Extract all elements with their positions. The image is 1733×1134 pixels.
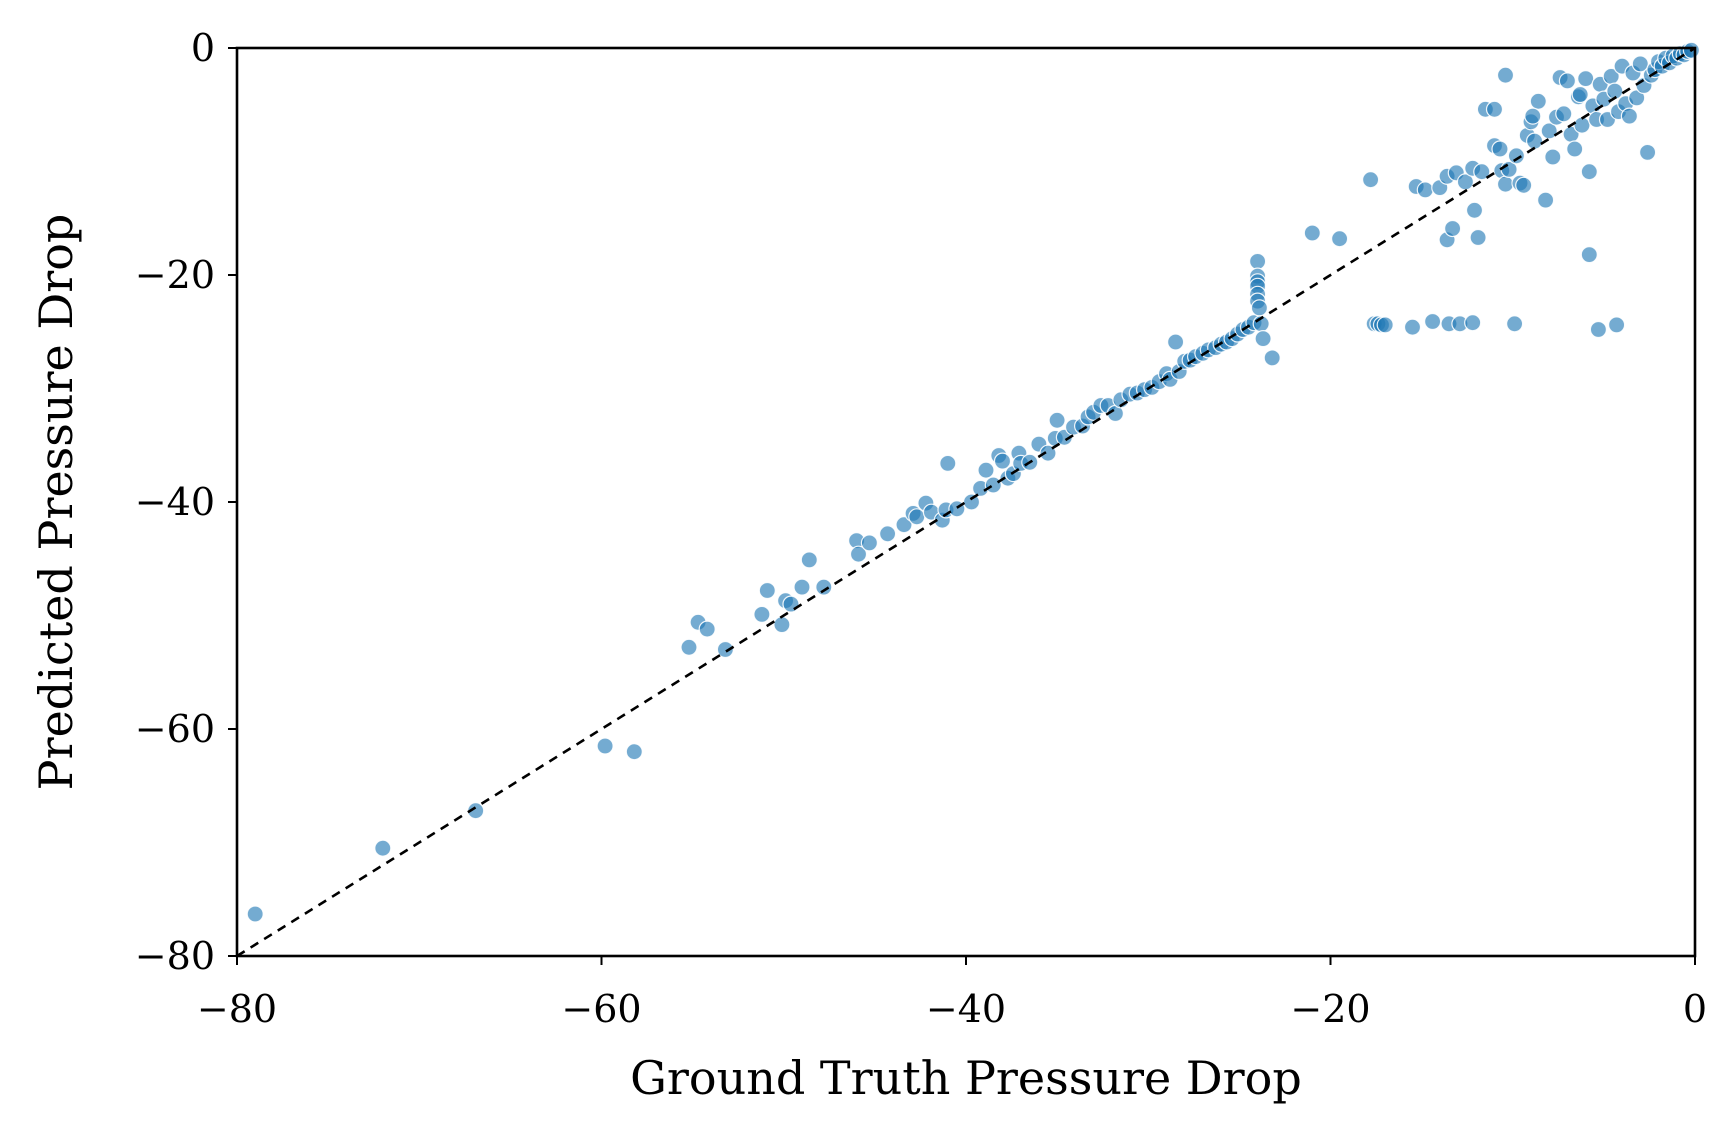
data-point [1485,100,1504,118]
data-point [374,839,392,857]
data-point [908,508,926,526]
data-point [1505,315,1524,333]
data-point [1330,230,1349,248]
data-point [1620,107,1639,125]
data-point [1544,148,1562,166]
data-point [1423,312,1442,331]
data-point [1515,176,1533,194]
data-point [1473,163,1491,181]
data-point [1580,163,1598,181]
data-point [1571,85,1589,104]
data-point [1263,349,1281,367]
data-point [1250,299,1269,317]
x-tick-label: −40 [926,987,1006,1031]
data-point [625,743,643,761]
x-tick-label: −60 [561,987,641,1031]
data-point [1166,333,1185,351]
data-point [895,516,913,534]
data-point [782,595,800,613]
data-point [1555,105,1573,123]
y-tick-label: −80 [135,934,215,978]
data-point [1507,147,1526,165]
y-axis: −80 −60 −40 −20 0 Predicted Pressure Dro… [29,26,237,978]
y-tick-label: −40 [135,480,215,524]
data-point [1558,72,1577,90]
data-point [1540,122,1558,140]
data-point [860,534,879,552]
data-point [1465,201,1484,219]
data-point [993,452,1012,470]
reference-line-y-equals-x [236,46,1696,958]
data-point [1443,219,1462,238]
data-point [1039,444,1057,462]
data-point [1529,92,1547,110]
data-point [962,493,981,511]
y-tick-label: 0 [191,26,215,70]
data-point [977,461,995,479]
data-point [1416,181,1434,199]
data-point [1631,55,1649,73]
data-point [1464,314,1482,332]
x-tick-label: −80 [197,987,277,1031]
y-tick-label: −60 [135,707,215,751]
data-point [698,620,716,638]
data-point [1524,107,1542,125]
data-point [1491,140,1509,158]
data-point [849,545,868,563]
data-point [1566,140,1584,158]
data-point [680,638,698,656]
data-point [1376,316,1394,334]
x-axis-label: Ground Truth Pressure Drop [630,1051,1302,1105]
data-point [1589,320,1608,339]
data-point [467,802,485,820]
data-point [1638,143,1657,161]
data-point [773,615,791,634]
data-point [800,551,818,569]
y-axis-label: Predicted Pressure Drop [29,214,83,791]
data-point [939,454,957,472]
data-point [815,578,833,596]
data-point [246,905,264,923]
data-point [1303,224,1321,242]
data-point [1525,132,1544,150]
data-point [1496,66,1515,84]
data-point [1496,175,1515,193]
data-point [1469,228,1487,247]
data-point [984,476,1002,494]
data-point [753,605,771,624]
data-point [758,581,776,600]
x-tick-label: −20 [1290,987,1370,1031]
data-point [716,640,735,659]
y-tick-label: −20 [135,253,215,297]
data-point [1577,69,1595,88]
data-point [1361,171,1380,189]
data-point [596,737,614,755]
data-point [793,578,811,596]
data-point [1248,252,1267,270]
data-point [1403,318,1422,336]
data-point [1536,191,1555,209]
data-point [1580,246,1598,264]
data-point [1048,411,1066,429]
x-axis: −80 −60 −40 −20 0 Ground Truth Pressure … [197,956,1707,1105]
x-tick-label: 0 [1683,987,1707,1031]
data-point [878,525,897,543]
data-point [1573,116,1591,134]
data-point [1254,330,1272,348]
data-point [1607,316,1626,334]
data-points [246,41,1701,923]
